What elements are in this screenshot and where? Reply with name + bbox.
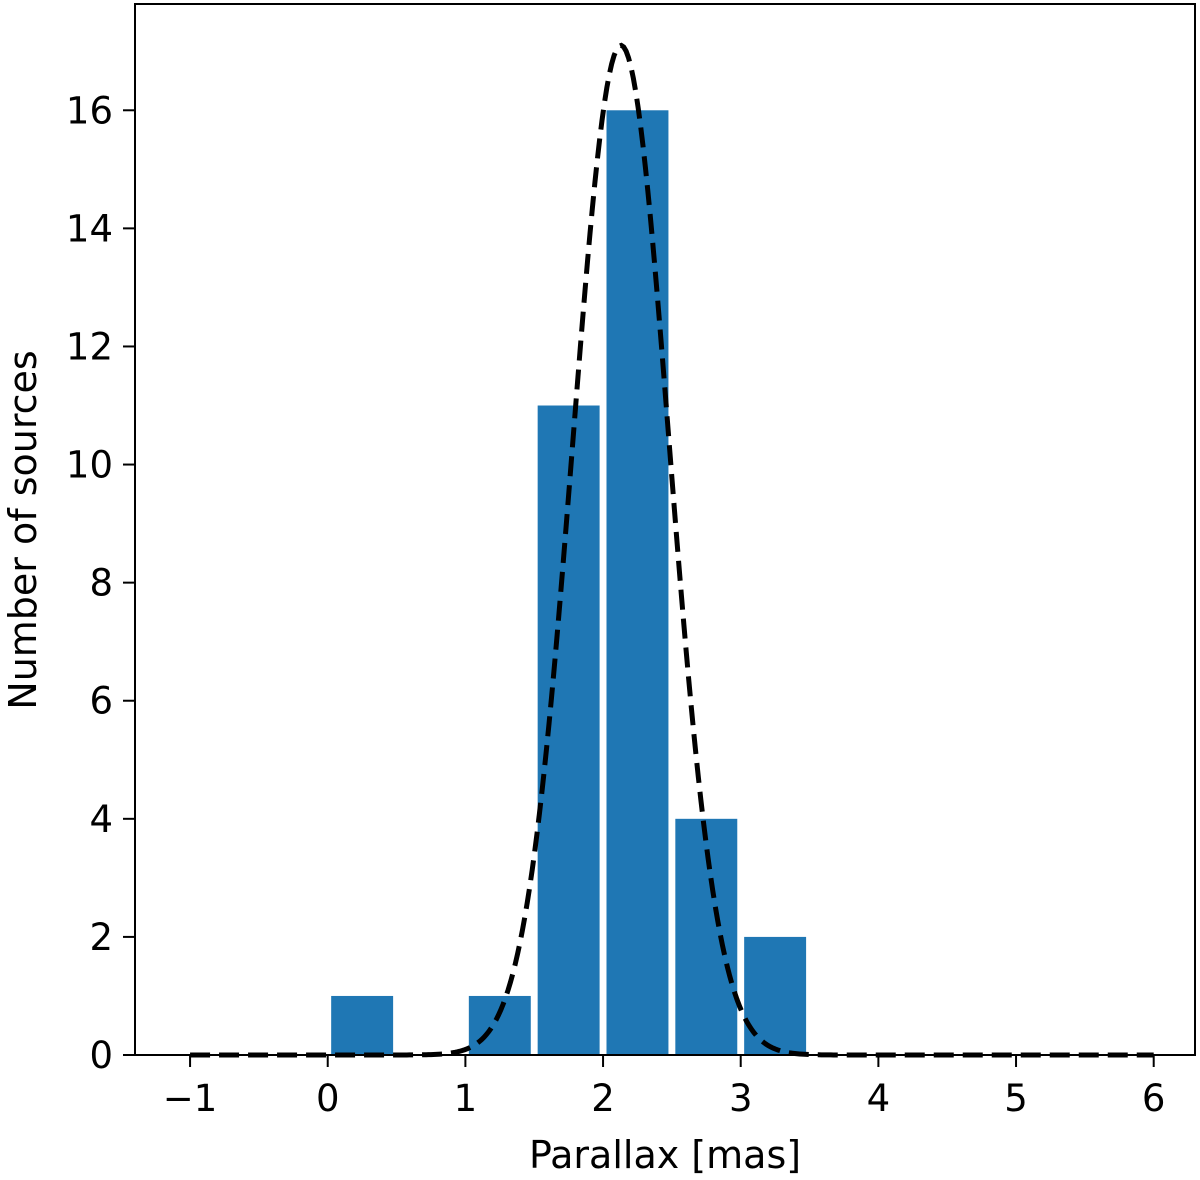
histogram-bar-2 — [468, 995, 531, 1055]
y-tick-label: 12 — [66, 325, 113, 368]
gaussian-fit-curve — [190, 42, 1154, 1058]
x-axis-label: Parallax [mas] — [529, 1133, 801, 1177]
bars-group — [331, 110, 807, 1056]
x-tick-label: 4 — [867, 1077, 891, 1120]
y-axis: 0 2 4 6 8 10 12 14 16 — [66, 89, 135, 1077]
y-tick-label: 4 — [89, 798, 113, 841]
y-tick-label: 0 — [89, 1034, 113, 1077]
y-tick-label: 14 — [66, 207, 113, 250]
x-tick-label: 3 — [729, 1077, 753, 1120]
histogram-bar-0 — [331, 995, 394, 1055]
y-axis-label: Number of sources — [1, 350, 45, 709]
histogram-bar-6 — [744, 936, 807, 1055]
x-tick-label: 1 — [454, 1077, 478, 1120]
x-tick-label: 5 — [1004, 1077, 1028, 1120]
plot-frame — [134, 3, 1196, 1056]
x-tick-label: 0 — [316, 1077, 340, 1120]
y-tick-label: 6 — [89, 680, 113, 723]
histogram-bar-4 — [606, 110, 669, 1056]
x-tick-label: −1 — [163, 1077, 218, 1120]
y-tick-label: 8 — [89, 562, 113, 605]
y-tick-label: 16 — [66, 89, 113, 132]
x-axis: −1 0 1 2 3 4 5 6 — [163, 1055, 1166, 1120]
x-tick-label: 6 — [1142, 1077, 1166, 1120]
y-tick-label: 2 — [89, 916, 113, 959]
y-tick-label: 10 — [66, 444, 113, 487]
x-tick-label: 2 — [591, 1077, 615, 1120]
